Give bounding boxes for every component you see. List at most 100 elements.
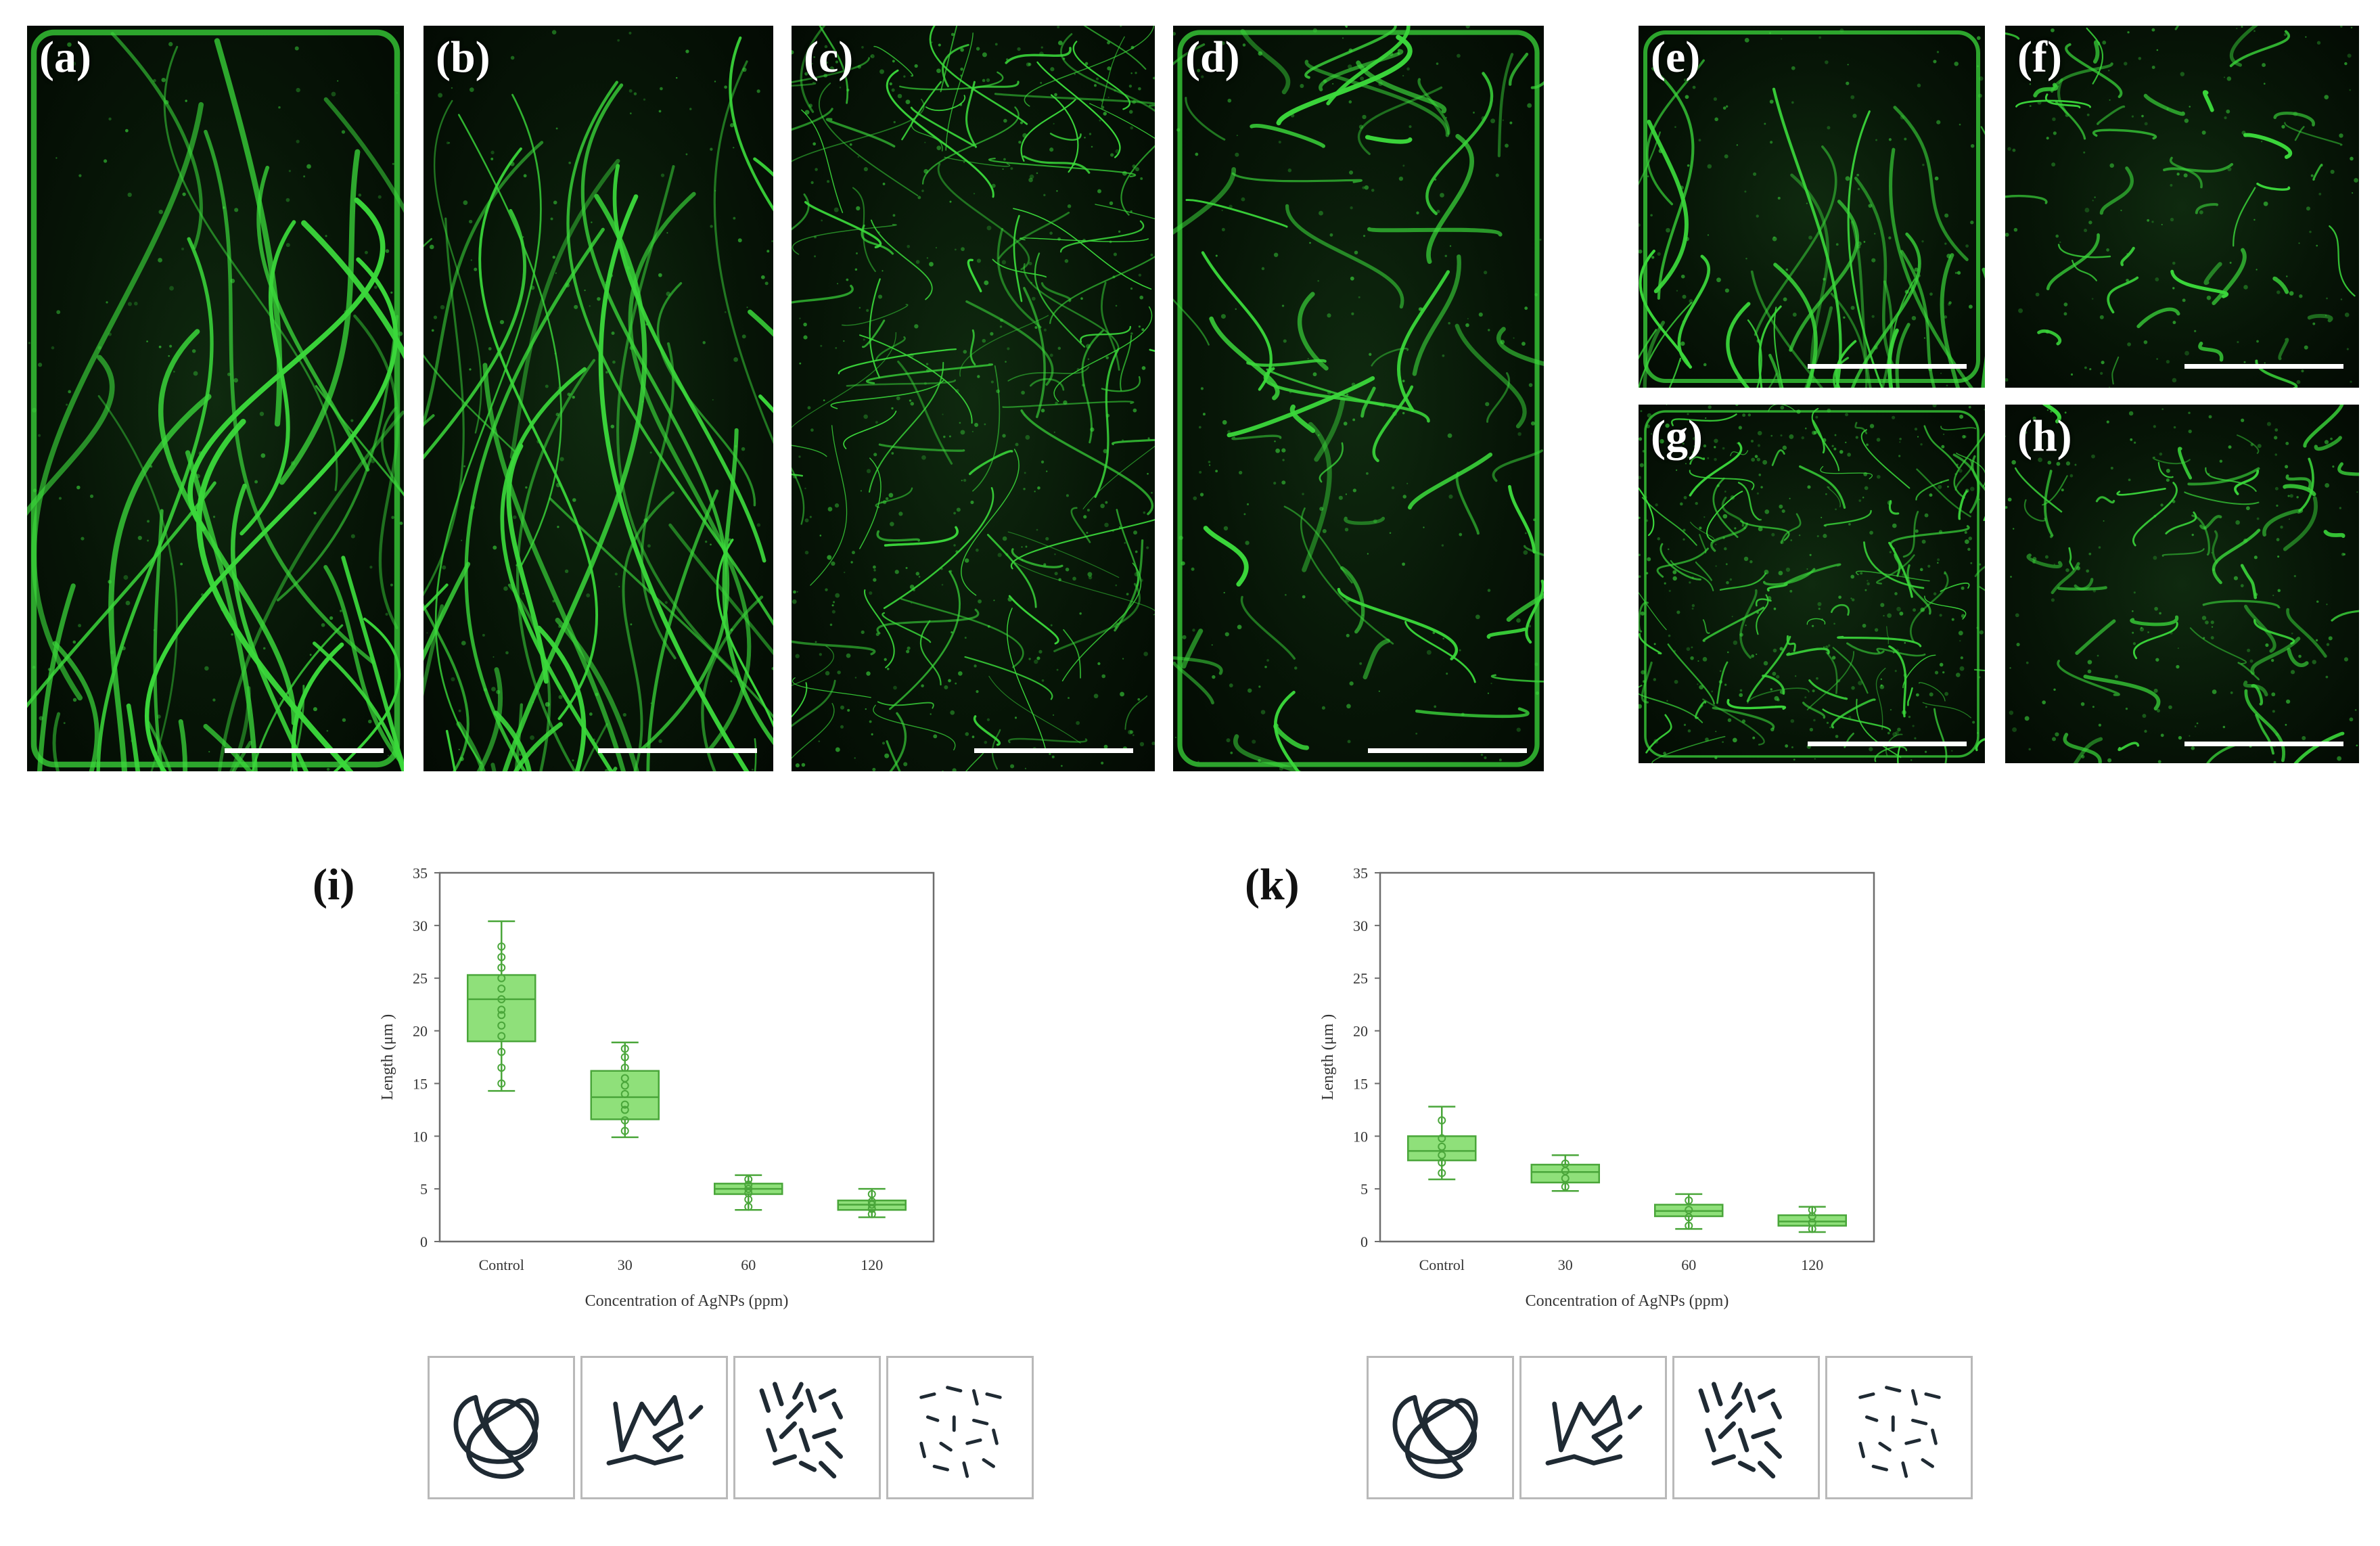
y-tick-label: 15	[1353, 1075, 1368, 1092]
plot-frame	[1379, 871, 1875, 1243]
schematic-partially-fragmented	[580, 1356, 728, 1499]
data-point	[1561, 1183, 1570, 1191]
box-120	[837, 1187, 907, 1219]
box-60	[1654, 1193, 1724, 1230]
y-tick-label: 35	[413, 865, 428, 882]
y-tick-label: 25	[1353, 970, 1368, 987]
micrograph-e: (e)	[1639, 26, 1985, 388]
schematic-short-fragments	[1825, 1356, 1973, 1499]
panel-label-f: (f)	[2017, 32, 2062, 82]
boxplot-chart-k: 0 5 10 15 20 25 30 35 Control 30 60 120 Concentratio…	[1319, 865, 1875, 1310]
data-point	[620, 1074, 629, 1083]
schematic-tangled-network	[428, 1356, 575, 1499]
y-tick-label: 20	[413, 1023, 428, 1040]
data-point	[497, 995, 506, 1003]
data-point	[620, 1053, 629, 1062]
y-axis-label: Length (μm )	[1319, 1014, 1337, 1101]
panel-label-b: (b)	[436, 32, 490, 82]
y-tick-label: 10	[1353, 1128, 1368, 1145]
y-tick-label: 10	[413, 1128, 428, 1145]
y-tick-label: 30	[1353, 917, 1368, 934]
box-Control	[1407, 1106, 1477, 1181]
data-point	[867, 1189, 876, 1198]
box-30	[1530, 1154, 1600, 1192]
y-tick-label: 35	[1353, 865, 1368, 882]
data-point	[867, 1210, 876, 1219]
filament-texture	[792, 26, 1155, 771]
x-tick-label: 30	[618, 1256, 633, 1273]
y-axis-label: Length (μm )	[379, 1014, 396, 1101]
data-point	[1438, 1168, 1446, 1177]
data-point	[1808, 1206, 1816, 1214]
scale-bar	[2184, 364, 2343, 369]
scale-bar	[1808, 364, 1967, 369]
filament-texture	[27, 29, 404, 771]
data-point	[620, 1090, 629, 1098]
panel-label-e: (e)	[1651, 32, 1701, 82]
plot-frame	[438, 871, 935, 1243]
data-point	[497, 953, 506, 961]
x-tick-label: Control	[479, 1256, 524, 1273]
y-tick-label: 0	[1360, 1233, 1368, 1250]
panel-label-a: (a)	[39, 32, 91, 82]
data-point	[620, 1064, 629, 1072]
schematic-fragmented	[1672, 1356, 1820, 1499]
data-point	[1438, 1116, 1446, 1124]
filament-texture	[1173, 26, 1544, 771]
scale-bar	[974, 748, 1133, 753]
y-tick-label: 0	[420, 1233, 428, 1250]
data-point	[744, 1175, 753, 1184]
micrograph-c: (c)	[792, 26, 1155, 771]
data-point	[620, 1116, 629, 1124]
micrograph-b: (b)	[424, 26, 773, 771]
panel-label-d: (d)	[1185, 32, 1240, 82]
data-point	[1561, 1159, 1570, 1168]
y-tick-label: 20	[1353, 1023, 1368, 1040]
data-point	[497, 963, 506, 972]
x-tick-label: 60	[741, 1256, 756, 1273]
data-point	[620, 1127, 629, 1135]
boxplot-chart-i: 0 5 10 15 20 25 30 35 Control 30 60 120 Concentratio…	[379, 865, 935, 1310]
data-point	[497, 974, 506, 982]
x-axis-label: Concentration of AgNPs (ppm)	[585, 1292, 789, 1310]
data-point	[497, 1011, 506, 1020]
micrograph-d: (d)	[1173, 26, 1544, 771]
micrograph-h: (h)	[2005, 405, 2359, 763]
data-point	[1438, 1151, 1446, 1160]
schematic-tangled-network	[1367, 1356, 1514, 1499]
panel-label-g: (g)	[1651, 411, 1703, 461]
filament-texture	[1639, 28, 1985, 388]
data-point	[497, 942, 506, 951]
x-tick-label: 30	[1558, 1256, 1573, 1273]
data-point	[867, 1200, 876, 1209]
filament-texture	[1639, 405, 1985, 763]
chart-label-i: (i)	[313, 860, 355, 909]
box-30	[590, 1041, 660, 1139]
x-tick-label: 60	[1681, 1256, 1696, 1273]
data-point	[497, 1021, 506, 1030]
filament-texture	[2005, 26, 2358, 388]
panel-label-h: (h)	[2017, 411, 2072, 461]
schematic-short-fragments	[886, 1356, 1034, 1499]
data-point	[1685, 1221, 1693, 1230]
x-tick-label: 120	[1801, 1256, 1823, 1273]
iqr-box	[467, 974, 536, 1043]
x-tick-label: Control	[1419, 1256, 1465, 1273]
chart-label-k: (k)	[1245, 860, 1300, 909]
micrograph-f: (f)	[2005, 26, 2359, 388]
schematic-row-i	[428, 1356, 1039, 1499]
data-point	[497, 1047, 506, 1056]
data-point	[1685, 1196, 1693, 1205]
x-tick-label: 120	[861, 1256, 883, 1273]
panel-label-c: (c)	[804, 32, 854, 82]
data-point	[497, 1032, 506, 1041]
y-tick-label: 30	[413, 917, 428, 934]
y-tick-label: 15	[413, 1075, 428, 1092]
scale-bar	[2184, 742, 2343, 746]
data-point	[497, 1079, 506, 1088]
data-point	[497, 1064, 506, 1072]
filament-texture	[2005, 405, 2359, 763]
data-point	[1685, 1206, 1693, 1214]
schematic-row-k	[1367, 1356, 1978, 1499]
iqr-box	[590, 1070, 660, 1120]
